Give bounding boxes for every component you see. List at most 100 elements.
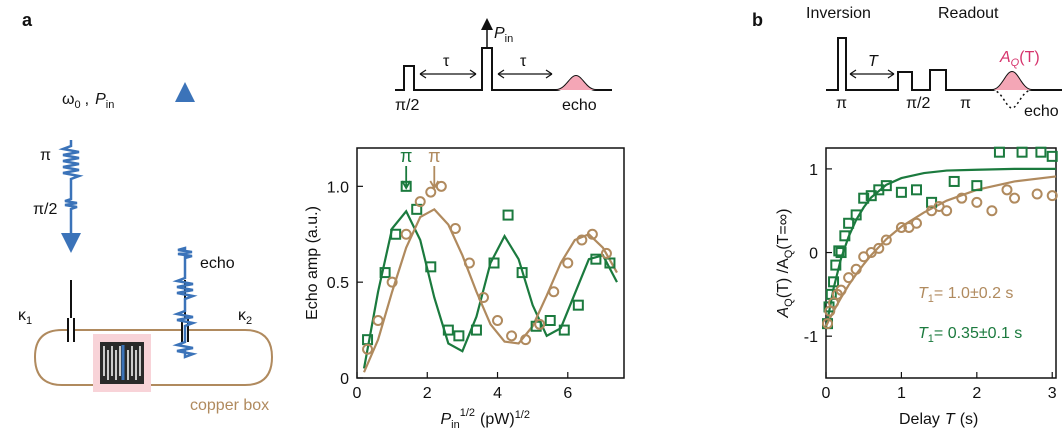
kappa-sub: 1 [26,315,32,327]
power-label: Pin [494,25,513,45]
x-tick-label: 1 [897,385,906,402]
unit: (s) [960,411,979,428]
data-point [362,343,374,355]
panel-label: b [752,10,763,30]
fit-line [825,175,1057,327]
signal-arg: (T) [1019,49,1039,66]
data-point [506,330,518,342]
data-point [1046,190,1058,202]
comb [103,346,141,380]
data-point [488,257,500,269]
input-pulses [58,140,84,253]
data-point [843,272,855,284]
data-point [822,318,834,330]
kappa1: κ1 [18,307,32,327]
readout-label: Readout [938,5,999,22]
unit-sup: 1/2 [515,409,530,421]
data-point [993,146,1005,158]
data-point [379,267,391,279]
data-point [858,192,870,204]
echo-label: echo [562,97,597,114]
power-sub: in [505,33,514,45]
x-axis-label: Pin1/2 (pW)1/2 [441,407,530,431]
power-sub: in [106,99,115,111]
data-point [1035,146,1047,158]
x-tick-label: 4 [493,385,502,402]
x-tick-label: 6 [563,385,572,402]
data-point [895,221,907,233]
data-point [470,324,482,336]
data-point [544,315,556,326]
data-point [390,228,402,240]
omega: ω [62,91,75,108]
y-tick-label: 0 [809,246,818,263]
x-tick-label: 0 [353,385,362,402]
y-tick-label: 0.5 [327,275,349,292]
echo-shape [992,72,1032,90]
data-point [880,180,892,192]
data-point [463,257,475,269]
pre: Delay [899,411,940,428]
sequence-a: Pin τ τ π/2 echo [395,18,612,114]
echo-label: echo [1024,103,1059,120]
data-point [956,192,968,204]
annotation-arrow [429,166,440,190]
data-point [558,324,570,336]
panel-label: a [22,10,33,30]
data-point [453,330,465,342]
data-point [516,267,528,279]
echo-shape [556,76,596,90]
data-point [948,175,960,187]
x-tick-label: 0 [822,385,831,402]
y-tick-label: 1.0 [327,179,349,196]
tau: τ [443,53,450,70]
data-point [850,263,862,275]
data-point [604,257,616,269]
sup: 1/2 [460,407,475,419]
data-point [520,334,532,346]
data-point [477,292,489,303]
annotation-arrow [401,166,411,190]
annotation: T1= 0.35±0.1 s [918,325,1022,345]
annotation: π [428,146,440,166]
pi-half-label: π/2 [395,97,419,114]
y-tick-label: -1 [804,329,818,346]
pi-label: π [960,95,971,112]
plot-frame [825,147,1057,379]
text: = 1.0±0.2 s [934,285,1014,302]
data-point [534,318,546,330]
data-point [941,205,953,217]
data-point [895,186,907,198]
data-point [880,234,892,246]
data-point [835,247,847,259]
symbol: T [918,325,929,342]
box-label: copper box [190,397,269,414]
arrow-head [419,69,553,79]
output-pulses [172,246,198,359]
data-point [425,186,437,198]
omega-sub: 0 [75,99,81,111]
x-tick-label: 2 [423,385,432,402]
data-point [449,223,461,234]
mid: (T) /A [775,258,792,298]
kappa2: κ2 [238,307,252,327]
symbol: T [945,411,956,428]
data-point [1046,150,1058,162]
data-point [1031,188,1043,200]
data-point [1009,192,1021,204]
end: (T=∞) [775,209,792,250]
tau: τ [520,53,527,70]
data-point [910,184,922,196]
signal-label: AQ(T) [999,49,1040,69]
power: P [494,25,505,42]
signal: A [999,49,1011,66]
fit-line [363,207,618,373]
sub: Q [783,249,795,258]
data-point [910,217,922,229]
symbol: T [918,285,929,302]
pi-label: π [40,147,51,164]
data-point [400,228,412,240]
symbol: A [775,307,792,319]
